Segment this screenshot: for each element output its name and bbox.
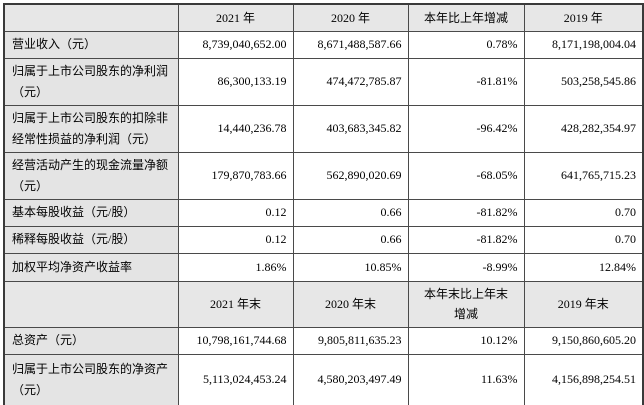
corner-empty-cell bbox=[3, 280, 179, 328]
col-header-2019-eoy: 2019 年末 bbox=[523, 280, 644, 328]
col-header-2021-eoy: 2021 年末 bbox=[177, 280, 294, 328]
metric-label: 加权平均净资产收益率 bbox=[3, 252, 179, 282]
table-row-weighted-avg-roe: 加权平均净资产收益率 1.86% 10.85% -8.99% 12.84% bbox=[3, 252, 644, 282]
value-2020: 403,683,345.82 bbox=[292, 104, 409, 153]
value-2019: 0.70 bbox=[523, 225, 644, 254]
value-2020: 474,472,785.87 bbox=[292, 57, 409, 106]
value-yoy-change: -81.81% bbox=[407, 57, 525, 106]
value-2019: 4,156,898,254.51 bbox=[523, 353, 644, 405]
table-row-revenue: 营业收入（元） 8,739,040,652.00 8,671,488,587.6… bbox=[3, 30, 644, 59]
financial-summary-table: 2021 年 2020 年 本年比上年增减 2019 年 营业收入（元） 8,7… bbox=[3, 3, 644, 405]
table-row-net-profit: 归属于上市公司股东的净利润（元） 86,300,133.19 474,472,7… bbox=[3, 57, 644, 106]
value-2021: 1.86% bbox=[177, 252, 294, 282]
metric-label: 基本每股收益（元/股） bbox=[3, 198, 179, 227]
table-row-total-assets: 总资产（元） 10,798,161,744.68 9,805,811,635.2… bbox=[3, 326, 644, 355]
metric-label: 总资产（元） bbox=[3, 326, 179, 355]
value-2021: 179,870,783.66 bbox=[177, 151, 294, 200]
annual-header-row: 2021 年 2020 年 本年比上年增减 2019 年 bbox=[3, 3, 644, 32]
metric-label: 稀释每股收益（元/股） bbox=[3, 225, 179, 254]
value-2019: 428,282,354.97 bbox=[523, 104, 644, 153]
value-2021: 5,113,024,453.24 bbox=[177, 353, 294, 405]
value-2019: 12.84% bbox=[523, 252, 644, 282]
value-2019: 0.70 bbox=[523, 198, 644, 227]
value-2020: 10.85% bbox=[292, 252, 409, 282]
value-2021: 86,300,133.19 bbox=[177, 57, 294, 106]
table-row-net-profit-excl-nonrecurring: 归属于上市公司股东的扣除非经常性损益的净利润（元） 14,440,236.78 … bbox=[3, 104, 644, 153]
value-yoy-change: -8.99% bbox=[407, 252, 525, 282]
corner-empty-cell bbox=[3, 3, 179, 32]
col-header-yoy-change: 本年比上年增减 bbox=[407, 3, 525, 32]
value-2021: 14,440,236.78 bbox=[177, 104, 294, 153]
value-2020: 0.66 bbox=[292, 198, 409, 227]
value-2021: 0.12 bbox=[177, 225, 294, 254]
value-2021: 10,798,161,744.68 bbox=[177, 326, 294, 355]
metric-label: 归属于上市公司股东的净利润（元） bbox=[3, 57, 179, 106]
value-2020: 8,671,488,587.66 bbox=[292, 30, 409, 59]
value-yoy-change: -68.05% bbox=[407, 151, 525, 200]
metric-label: 营业收入（元） bbox=[3, 30, 179, 59]
value-yoy-change: -81.82% bbox=[407, 198, 525, 227]
table-row-basic-eps: 基本每股收益（元/股） 0.12 0.66 -81.82% 0.70 bbox=[3, 198, 644, 227]
value-yoy-change: -81.82% bbox=[407, 225, 525, 254]
table-row-operating-cash-flow: 经营活动产生的现金流量净额（元） 179,870,783.66 562,890,… bbox=[3, 151, 644, 200]
value-2019: 503,258,545.86 bbox=[523, 57, 644, 106]
table-row-diluted-eps: 稀释每股收益（元/股） 0.12 0.66 -81.82% 0.70 bbox=[3, 225, 644, 254]
table-row-net-assets: 归属于上市公司股东的净资产（元） 5,113,024,453.24 4,580,… bbox=[3, 353, 644, 405]
value-2020: 9,805,811,635.23 bbox=[292, 326, 409, 355]
eoy-header-row: 2021 年末 2020 年末 本年末比上年末增减 2019 年末 bbox=[3, 280, 644, 328]
value-2019: 9,150,860,605.20 bbox=[523, 326, 644, 355]
value-2020: 562,890,020.69 bbox=[292, 151, 409, 200]
value-yoy-change: 10.12% bbox=[407, 326, 525, 355]
metric-label: 经营活动产生的现金流量净额（元） bbox=[3, 151, 179, 200]
value-2019: 8,171,198,004.04 bbox=[523, 30, 644, 59]
col-header-2020-eoy: 2020 年末 bbox=[292, 280, 409, 328]
col-header-2021: 2021 年 bbox=[177, 3, 294, 32]
col-header-2020: 2020 年 bbox=[292, 3, 409, 32]
value-yoy-change: 11.63% bbox=[407, 353, 525, 405]
value-2021: 8,739,040,652.00 bbox=[177, 30, 294, 59]
value-2021: 0.12 bbox=[177, 198, 294, 227]
value-yoy-change: 0.78% bbox=[407, 30, 525, 59]
value-2020: 0.66 bbox=[292, 225, 409, 254]
col-header-eoy-change: 本年末比上年末增减 bbox=[407, 280, 525, 328]
metric-label: 归属于上市公司股东的净资产（元） bbox=[3, 353, 179, 405]
value-2019: 641,765,715.23 bbox=[523, 151, 644, 200]
value-2020: 4,580,203,497.49 bbox=[292, 353, 409, 405]
col-header-2019: 2019 年 bbox=[523, 3, 644, 32]
metric-label: 归属于上市公司股东的扣除非经常性损益的净利润（元） bbox=[3, 104, 179, 153]
value-yoy-change: -96.42% bbox=[407, 104, 525, 153]
